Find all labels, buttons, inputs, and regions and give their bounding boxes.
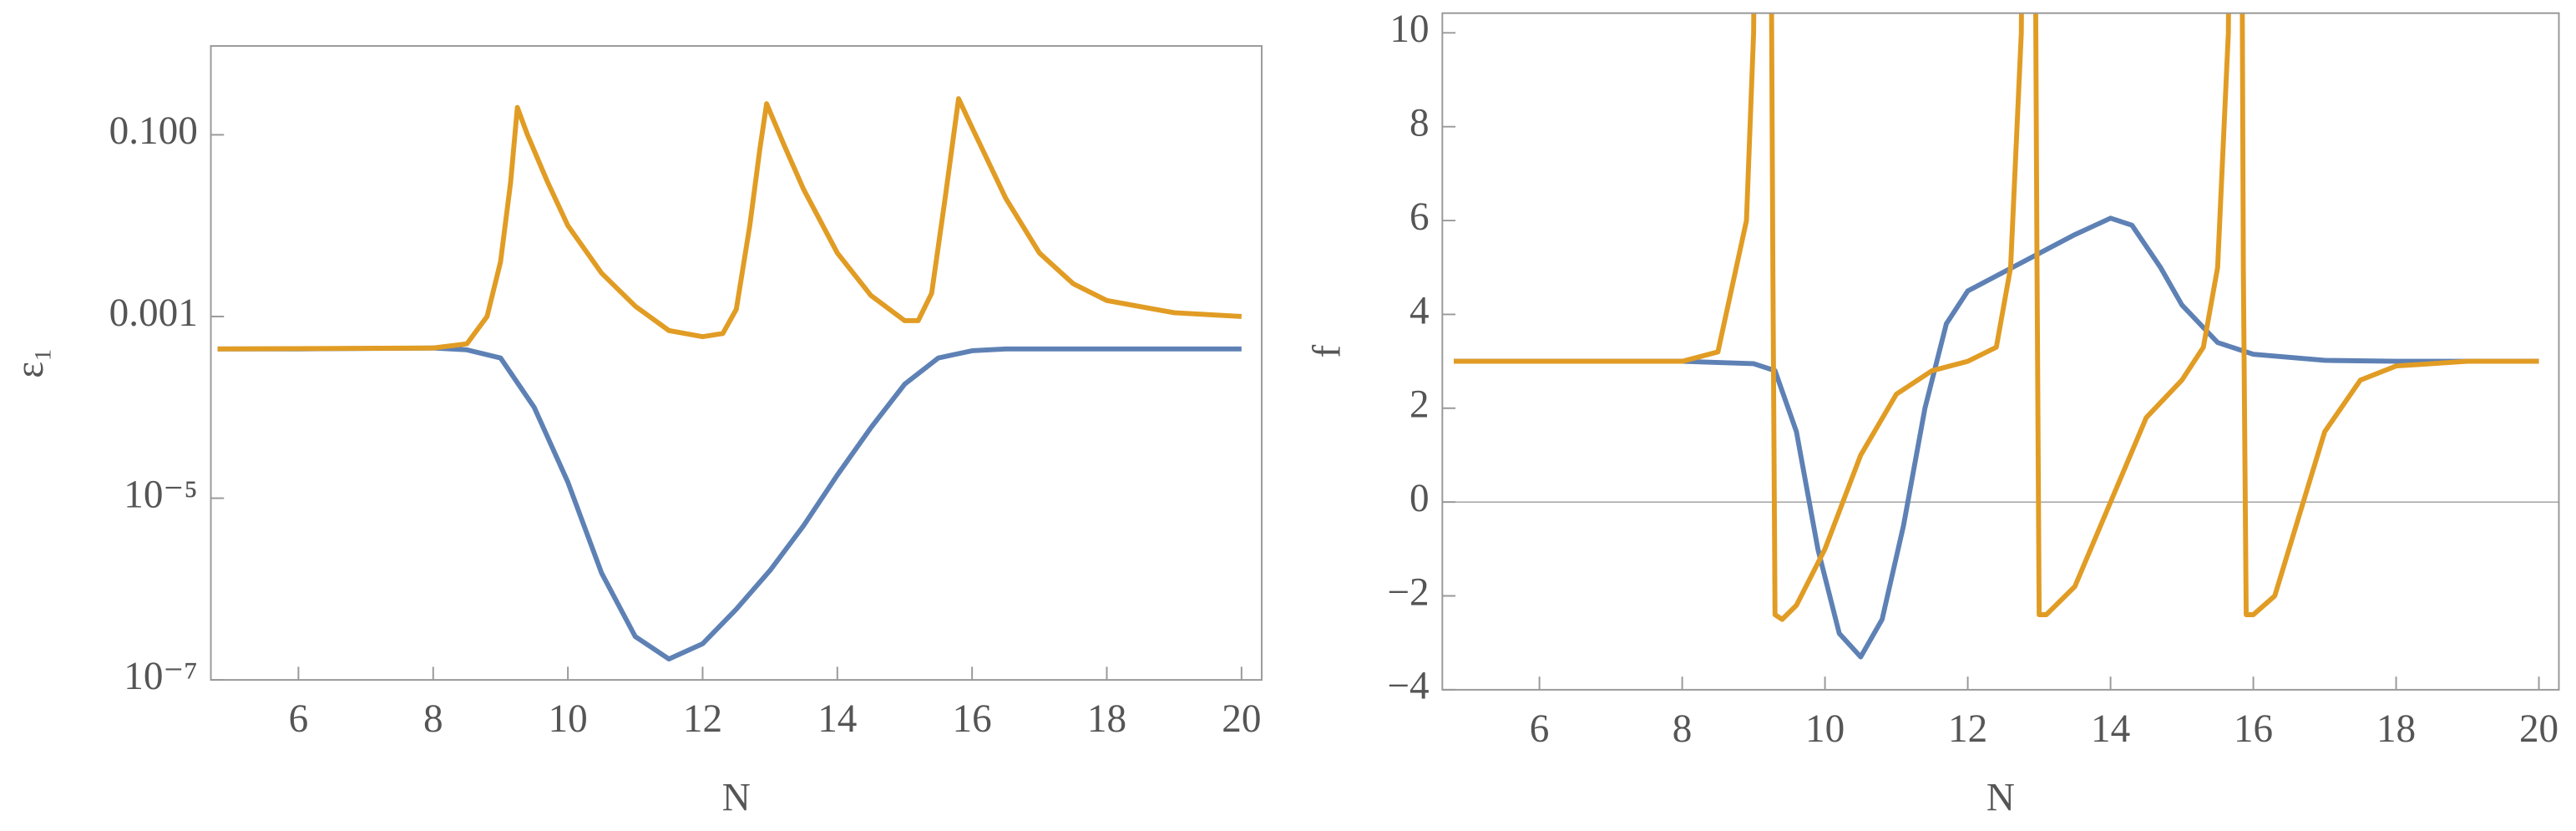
y-tick-label: 0 xyxy=(1409,477,1430,520)
x-tick-label: 6 xyxy=(289,697,309,741)
x-tick-label: 8 xyxy=(423,697,443,741)
plot-frame xyxy=(210,45,1263,682)
y-tick-label: 8 xyxy=(1409,102,1430,145)
x-tick-label: 18 xyxy=(1087,697,1126,741)
y-tick-label: 6 xyxy=(1409,195,1430,239)
plot-frame xyxy=(1441,12,2560,691)
x-tick-label: 14 xyxy=(2091,707,2130,751)
y-tick-label: 10⁻⁷ xyxy=(124,655,198,698)
x-tick-label: 16 xyxy=(953,697,992,741)
y-axis-label: ε₁ xyxy=(8,347,52,377)
y-tick-label: 0.001 xyxy=(109,291,198,335)
x-tick-label: 10 xyxy=(1805,707,1845,751)
series-line xyxy=(217,96,1242,352)
x-axis-label: N xyxy=(1986,776,2015,819)
x-axis-label: N xyxy=(722,776,751,819)
x-tick-label: 10 xyxy=(549,697,588,741)
x-tick-label: 20 xyxy=(2519,707,2558,751)
series-line xyxy=(1454,215,2539,660)
y-tick-label: 2 xyxy=(1409,383,1430,427)
x-tick-label: 16 xyxy=(2234,707,2273,751)
x-tick-label: 14 xyxy=(817,697,857,741)
y-tick-label: −2 xyxy=(1387,570,1429,614)
x-tick-label: 12 xyxy=(683,697,722,741)
y-tick-label: 0.100 xyxy=(109,109,198,153)
series-line xyxy=(217,345,1242,661)
x-tick-label: 8 xyxy=(1673,707,1693,751)
lines xyxy=(217,96,1242,661)
y-axis-label: f xyxy=(1305,345,1349,358)
y-tick-label: 10 xyxy=(1389,8,1429,51)
series-line xyxy=(1454,13,2539,622)
panel: 6 8 10 12 14 16 18 20 −4 −2 0 2 4 6 8 10 Nf xyxy=(1305,8,2560,819)
x-tick-label: 6 xyxy=(1530,707,1550,751)
y-tick-label: −4 xyxy=(1387,665,1429,708)
x-tick-label: 12 xyxy=(1948,707,1987,751)
y-tick-label: 10⁻⁵ xyxy=(124,473,198,516)
lines xyxy=(1454,13,2539,660)
x-tick-label: 18 xyxy=(2376,707,2416,751)
y-tick-label: 4 xyxy=(1409,289,1430,332)
panel: 6 8 10 12 14 16 18 20 10⁻⁷ 10⁻⁵ 0.001 0.100 Nε₁ xyxy=(8,45,1263,819)
x-tick-label: 20 xyxy=(1222,697,1261,741)
